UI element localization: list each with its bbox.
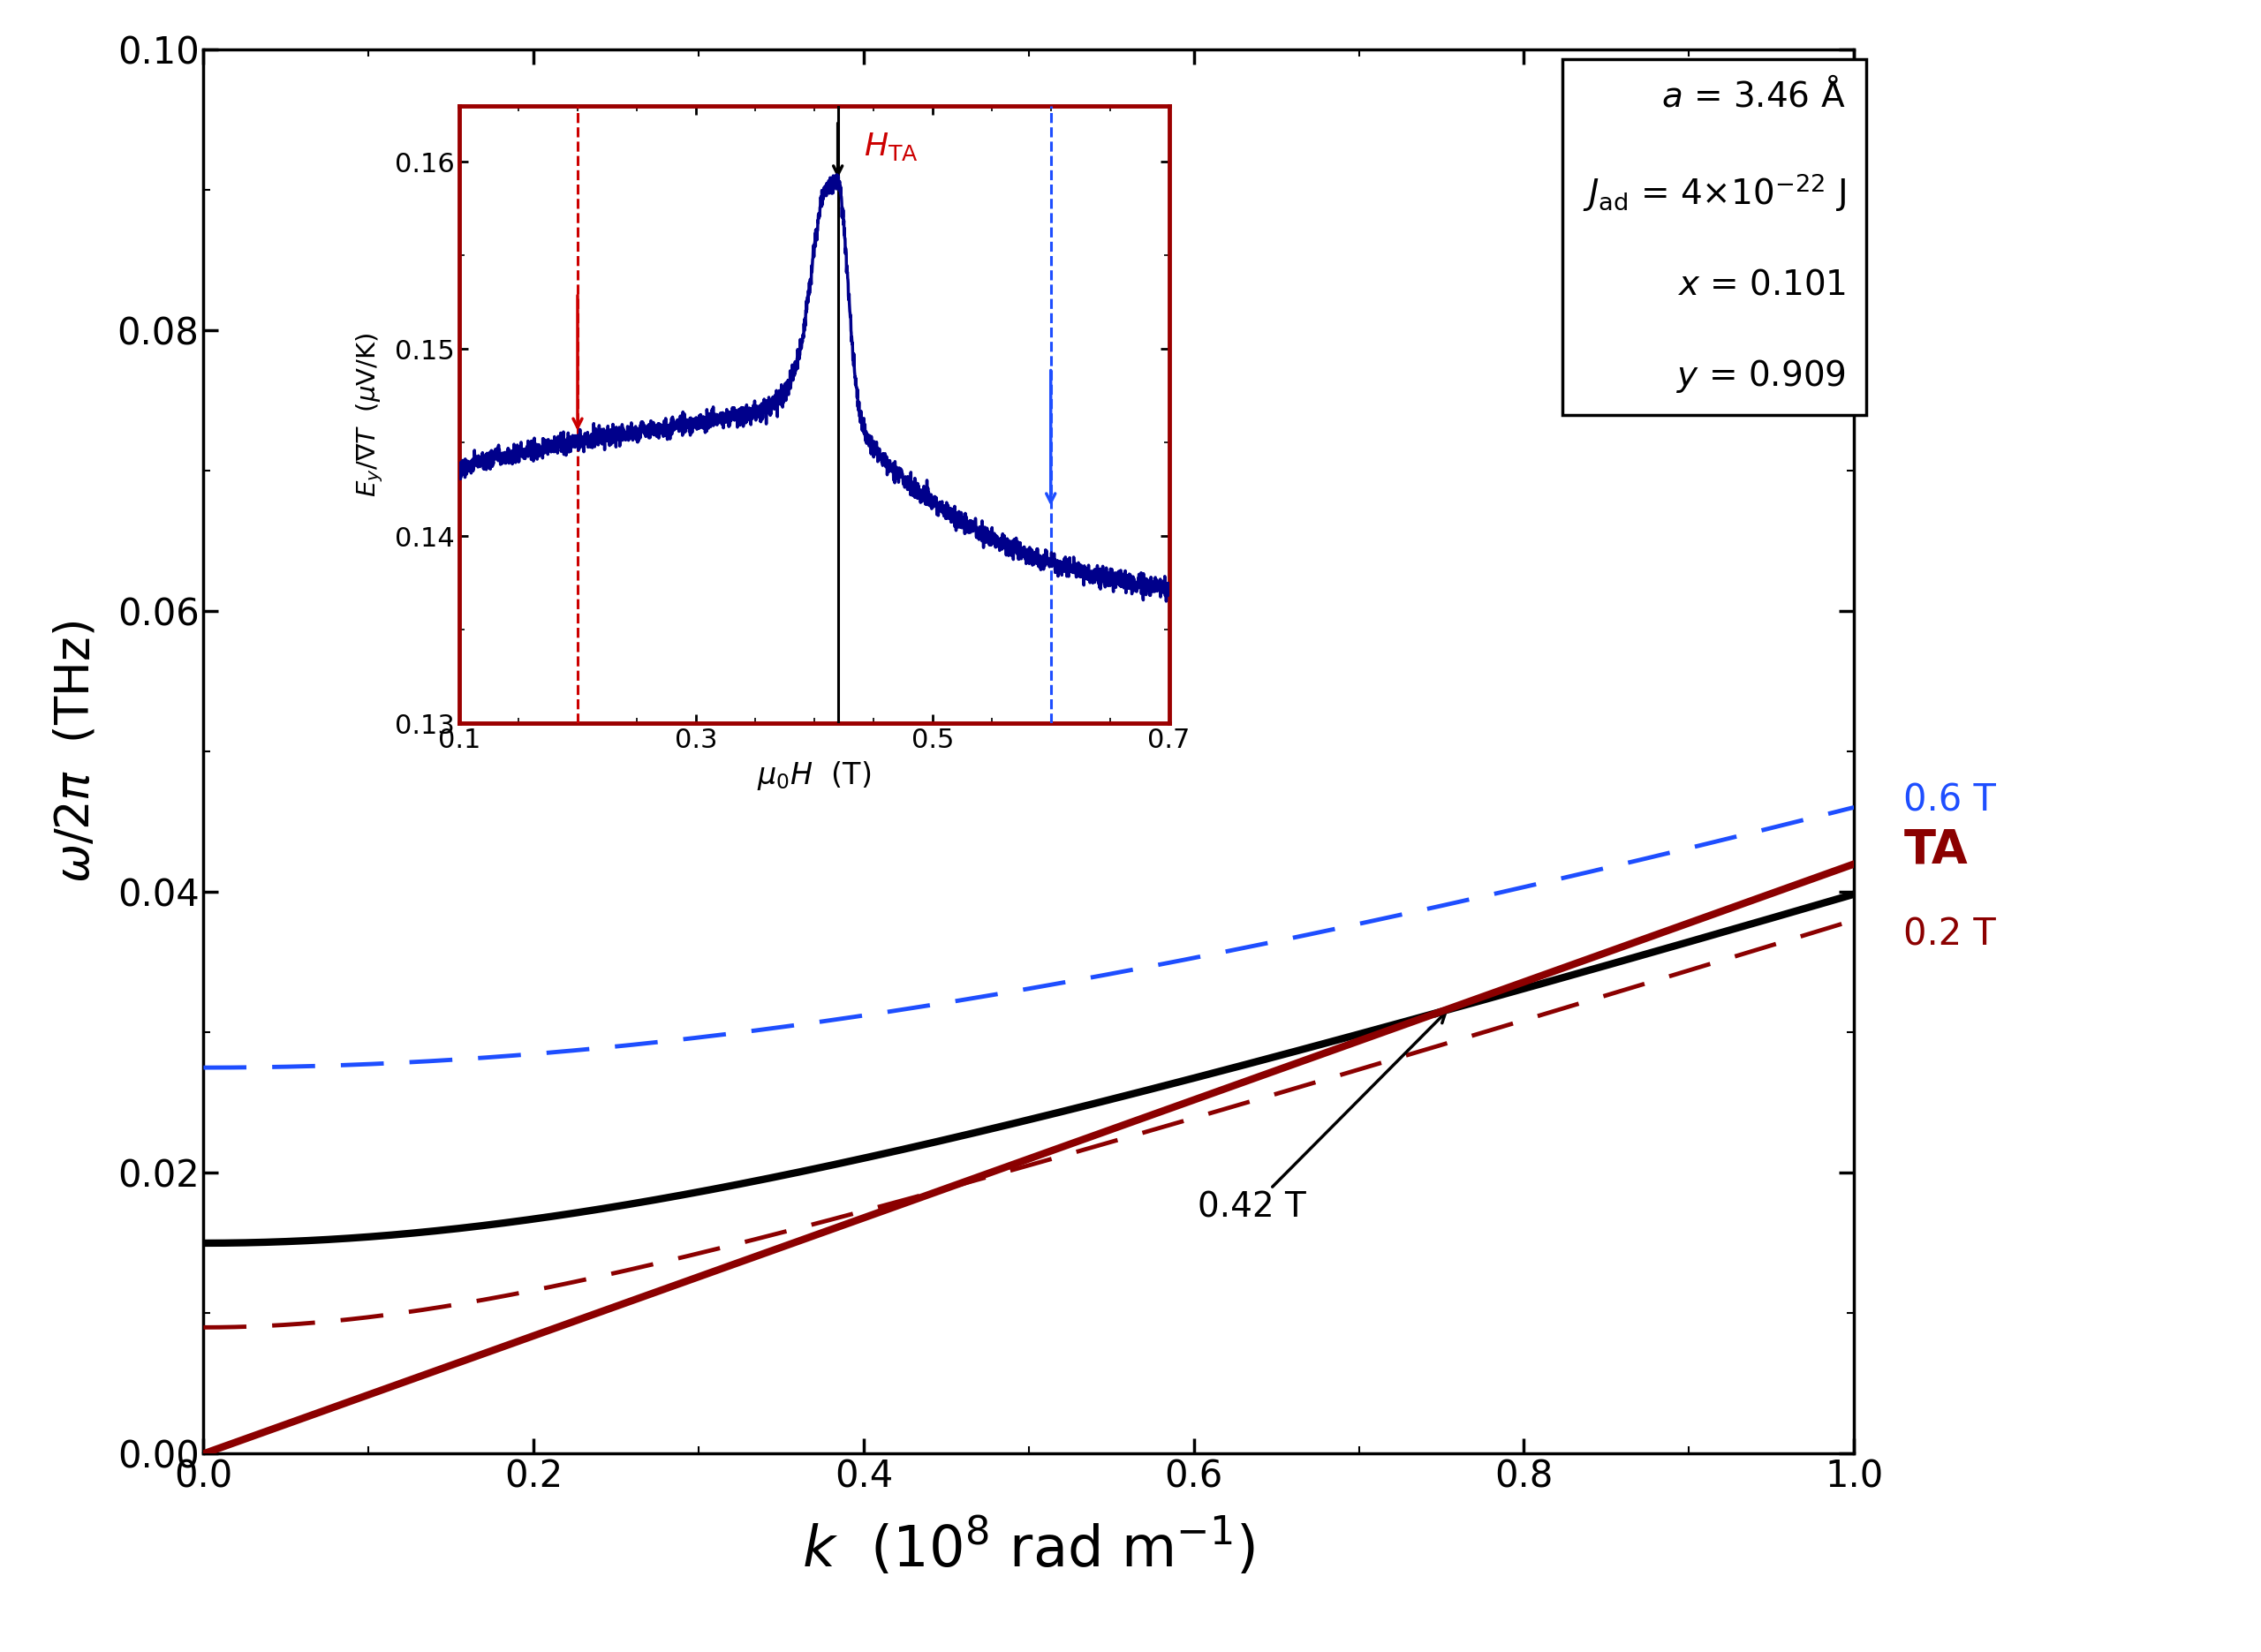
- X-axis label: $k$  (10$^{8}$ rad m$^{-1}$): $k$ (10$^{8}$ rad m$^{-1}$): [803, 1517, 1255, 1579]
- Text: 0.2 T: 0.2 T: [1904, 915, 1996, 953]
- Text: $a$ = 3.46 Å

$J_{\rm ad}$ = 4×10$^{-22}$ J

$x$ = 0.101

$y$ = 0.909: $a$ = 3.46 Å $J_{\rm ad}$ = 4×10$^{-22}$…: [1583, 78, 1845, 395]
- Text: 0.42 T: 0.42 T: [1198, 1013, 1445, 1224]
- Y-axis label: $\omega/2\pi$  (THz): $\omega/2\pi$ (THz): [52, 621, 99, 882]
- Text: TA: TA: [1904, 828, 1967, 872]
- Text: 0.6 T: 0.6 T: [1904, 781, 1996, 819]
